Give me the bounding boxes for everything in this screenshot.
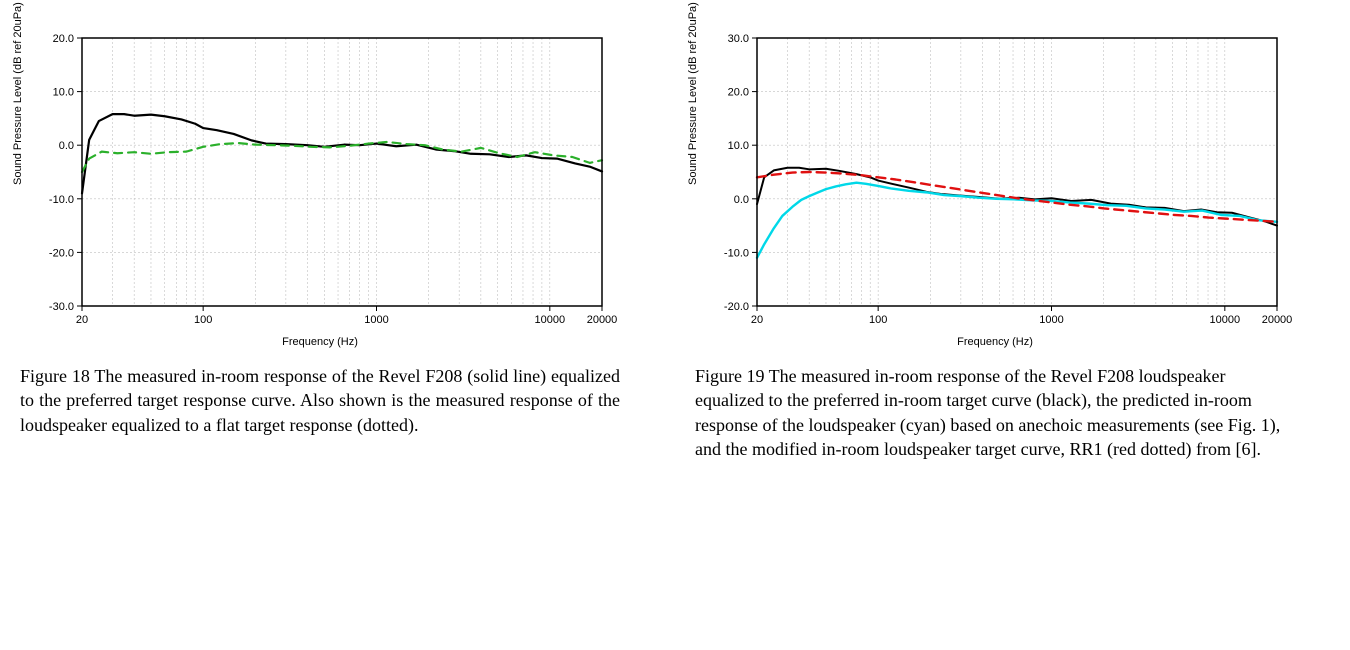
svg-text:-30.0: -30.0: [49, 301, 74, 313]
svg-text:-10.0: -10.0: [49, 194, 74, 206]
figure-18-xlabel: Frequency (Hz): [282, 336, 358, 348]
figure-18-caption: Figure 18 The measured in-room response …: [20, 364, 620, 437]
svg-text:10000: 10000: [1210, 314, 1241, 326]
svg-text:10000: 10000: [535, 314, 566, 326]
svg-text:0.0: 0.0: [59, 140, 74, 152]
figure-19-ylabel: Sound Pressure Level (dB ref 20uPa): [687, 2, 699, 185]
figure-18-svg: -30.0 -20.0 -10.0 0.0 10.0 20.0 20 100 1000 10000…: [20, 20, 620, 350]
svg-text:20: 20: [751, 314, 763, 326]
svg-text:20.0: 20.0: [53, 33, 74, 45]
figure-pair: -30.0-20.0-10.00.010.020.020100100010000…: [20, 20, 1330, 479]
svg-text:30.0: 30.0: [728, 33, 749, 45]
figure-19-chart: -20.0 -10.0 0.0 10.0 20.0 30.0 20 100 1000 10000 2…: [695, 20, 1295, 350]
svg-text:10.0: 10.0: [728, 140, 749, 152]
svg-text:-20.0: -20.0: [49, 247, 74, 259]
figure-18-ylabel: Sound Pressure Level (dB ref 20uPa): [12, 2, 24, 185]
svg-text:-10.0: -10.0: [724, 247, 749, 259]
svg-text:0.0: 0.0: [734, 194, 749, 206]
figure-18-chart: -30.0 -20.0 -10.0 0.0 10.0 20.0 20 100 1000 10000…: [20, 20, 620, 350]
svg-text:100: 100: [869, 314, 887, 326]
svg-text:20: 20: [76, 314, 88, 326]
svg-text:1000: 1000: [364, 314, 388, 326]
figure-18-panel: -30.0 -20.0 -10.0 0.0 10.0 20.0 20 100 1000 10000…: [20, 20, 655, 455]
figure-19-svg: -20.0 -10.0 0.0 10.0 20.0 30.0 20 100 1000 10000 2…: [695, 20, 1295, 350]
svg-text:100: 100: [194, 314, 212, 326]
figure-19-caption: Figure 19 The measured in-room response …: [695, 364, 1295, 461]
svg-text:20.0: 20.0: [728, 87, 749, 99]
figure-19-xlabel: Frequency (Hz): [957, 336, 1033, 348]
svg-text:1000: 1000: [1039, 314, 1063, 326]
svg-text:-20.0: -20.0: [724, 301, 749, 313]
svg-text:10.0: 10.0: [53, 87, 74, 99]
figure-19-panel: -20.0 -10.0 0.0 10.0 20.0 30.0 20 100 1000 10000 2…: [695, 20, 1330, 479]
svg-text:20000: 20000: [587, 314, 618, 326]
svg-text:20000: 20000: [1262, 314, 1293, 326]
